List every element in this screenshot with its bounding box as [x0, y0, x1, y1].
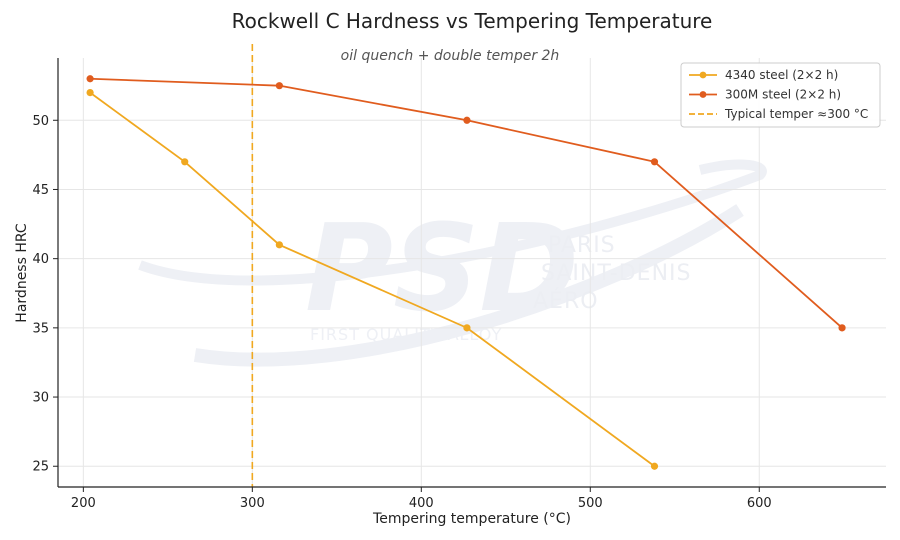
legend: 4340 steel (2×2 h) 300M steel (2×2 h) Typi… [680, 62, 881, 128]
y-tick-label: 50 [32, 114, 49, 129]
watermark-line-3: AÉRO [533, 288, 599, 314]
data-point [86, 88, 94, 97]
data-point [650, 158, 659, 166]
legend-item-2: 300M steel (2×2 h) [689, 88, 841, 102]
x-tick-label: 500 [578, 496, 603, 511]
y-tick-label: 35 [32, 321, 49, 336]
chart-title: Rockwell C Hardness vs Tempering Tempera… [232, 9, 713, 33]
axes [57, 58, 886, 488]
series-layer [86, 75, 846, 470]
legend-item-3: Typical temper ≈300 °C [689, 107, 868, 121]
data-point [275, 82, 283, 90]
watermark-line-1: PARIS [548, 233, 616, 258]
legend-label: Typical temper ≈300 °C [724, 107, 868, 121]
data-point [86, 75, 94, 83]
y-axis-label: Hardness HRC [14, 223, 30, 323]
data-point [275, 241, 283, 249]
chart-subtitle: oil quench + double temper 2h [341, 48, 560, 64]
data-point [463, 116, 471, 124]
x-tick-label: 200 [71, 496, 96, 511]
x-tick-label: 300 [240, 496, 265, 511]
x-axis-label: Tempering temperature (°C) [372, 511, 571, 527]
data-point [650, 462, 659, 470]
watermark-logo: PSD [305, 200, 579, 339]
data-point [181, 158, 189, 166]
legend-marker [699, 91, 707, 98]
legend-box [680, 62, 881, 128]
watermark-tagline: FIRST QUALITY ALLOY [310, 325, 502, 344]
watermark: PSD PARIS SAINT-DENIS AÉRO FIRST QUALITY… [138, 159, 767, 367]
y-tick-label: 40 [32, 252, 49, 267]
legend-item-1: 4340 steel (2×2 h) [689, 68, 838, 82]
series-1 [86, 88, 659, 470]
data-point [463, 324, 471, 332]
y-tick-label: 45 [32, 183, 49, 198]
data-point [838, 324, 846, 332]
x-tick-label: 600 [747, 496, 772, 511]
watermark-line-2: SAINT-DENIS [541, 261, 691, 286]
legend-label: 4340 steel (2×2 h) [725, 68, 838, 82]
legend-marker [699, 71, 707, 79]
y-tick-label: 30 [32, 391, 49, 406]
series-2 [86, 75, 846, 332]
tick-labels: 200 300 400 500 600 25 30 35 40 45 50 [32, 114, 771, 511]
legend-label: 300M steel (2×2 h) [725, 88, 841, 102]
x-tick-label: 400 [409, 496, 434, 511]
y-tick-label: 25 [32, 460, 49, 475]
